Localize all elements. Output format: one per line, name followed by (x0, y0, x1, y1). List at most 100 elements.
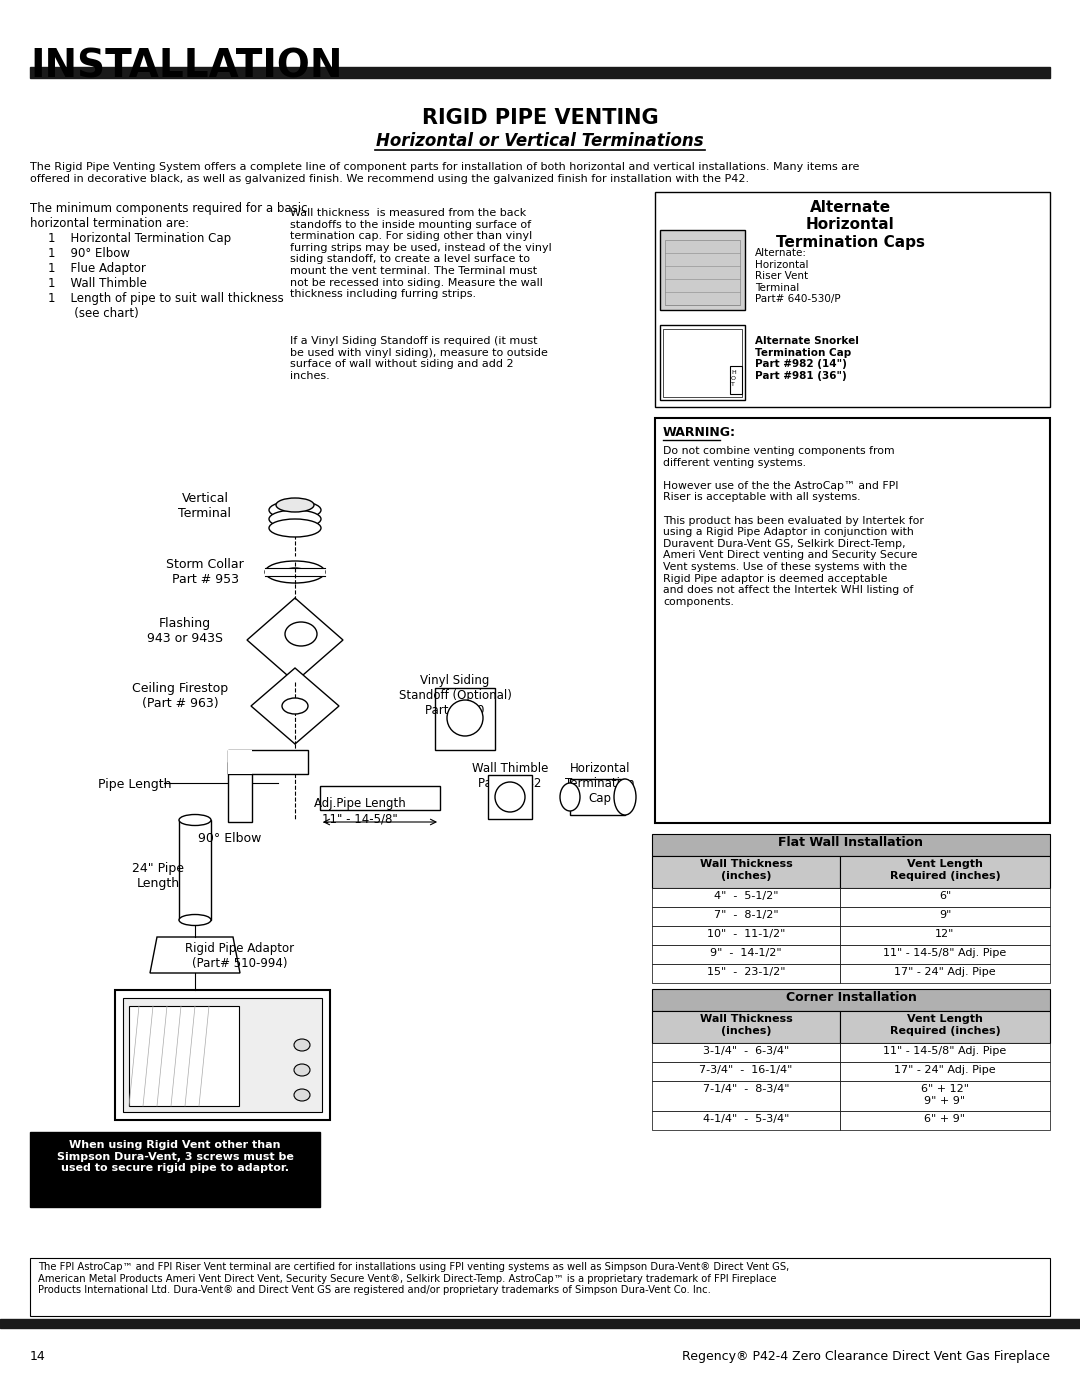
Text: 6" + 12"
9" + 9": 6" + 12" 9" + 9" (921, 1084, 969, 1105)
Bar (660, 326, 745, 400)
Ellipse shape (276, 497, 314, 511)
Text: Horizontal
Termination
Cap: Horizontal Termination Cap (565, 761, 635, 805)
Text: 3-1/4"  -  6-3/4": 3-1/4" - 6-3/4" (703, 1046, 789, 1056)
Text: 9"  -  14-1/2": 9" - 14-1/2" (711, 949, 782, 958)
Text: Vertical
Terminal: Vertical Terminal (178, 492, 231, 520)
Bar (652, 1011, 840, 1044)
Bar (265, 569, 325, 576)
Text: 1    Wall Thimble: 1 Wall Thimble (48, 277, 147, 291)
Text: 7-3/4"  -  16-1/4": 7-3/4" - 16-1/4" (700, 1065, 793, 1076)
Ellipse shape (179, 915, 211, 925)
Ellipse shape (282, 698, 308, 714)
Text: 15"  -  23-1/2": 15" - 23-1/2" (706, 967, 785, 977)
Bar (840, 944, 1050, 964)
Bar (179, 820, 211, 921)
Bar (840, 888, 1050, 907)
Bar (663, 330, 742, 397)
Text: Pipe Length: Pipe Length (98, 778, 172, 791)
Ellipse shape (447, 700, 483, 736)
Polygon shape (150, 937, 240, 972)
Text: 4"  -  5-1/2": 4" - 5-1/2" (714, 891, 779, 901)
Bar (652, 1044, 840, 1062)
Text: 11" - 14-5/8" Adj. Pipe: 11" - 14-5/8" Adj. Pipe (883, 949, 1007, 958)
Text: Wall Thickness
(inches): Wall Thickness (inches) (700, 859, 793, 880)
Text: 90° Elbow: 90° Elbow (199, 833, 261, 845)
Bar (840, 1062, 1050, 1081)
Bar (652, 1111, 840, 1130)
Text: 1    Flue Adaptor: 1 Flue Adaptor (48, 263, 146, 275)
Text: 7-1/4"  -  8-3/4": 7-1/4" - 8-3/4" (703, 1084, 789, 1094)
Bar (488, 775, 532, 819)
Text: Storm Collar
Part # 953: Storm Collar Part # 953 (166, 557, 244, 585)
Bar (840, 1081, 1050, 1111)
Text: WARNING:: WARNING: (663, 426, 735, 439)
Bar (30, 1259, 1050, 1316)
Text: The FPI AstroCap™ and FPI Riser Vent terminal are certified for installations us: The FPI AstroCap™ and FPI Riser Vent ter… (38, 1261, 789, 1295)
Text: Flat Wall Installation: Flat Wall Installation (779, 835, 923, 849)
Text: Alternate
Horizontal
Termination Caps: Alternate Horizontal Termination Caps (775, 200, 924, 250)
Bar (320, 787, 440, 810)
Ellipse shape (285, 622, 318, 645)
Bar (660, 231, 745, 310)
Ellipse shape (294, 1039, 310, 1051)
Bar (652, 964, 840, 983)
Bar (123, 997, 322, 1112)
Text: Flashing
943 or 943S: Flashing 943 or 943S (147, 617, 222, 645)
Text: Adj.Pipe Length
11" - 14-5/8": Adj.Pipe Length 11" - 14-5/8" (314, 798, 406, 826)
Text: Wall Thickness
(inches): Wall Thickness (inches) (700, 1014, 793, 1035)
Text: 17" - 24" Adj. Pipe: 17" - 24" Adj. Pipe (894, 1065, 996, 1076)
Ellipse shape (269, 510, 321, 528)
Text: The Rigid Pipe Venting System offers a complete line of component parts for inst: The Rigid Pipe Venting System offers a c… (30, 162, 860, 183)
Ellipse shape (294, 1065, 310, 1076)
Text: 12": 12" (935, 929, 955, 939)
Text: 24" Pipe
Length: 24" Pipe Length (132, 862, 184, 890)
Ellipse shape (561, 782, 580, 812)
Text: Vent Length
Required (inches): Vent Length Required (inches) (890, 1014, 1000, 1035)
Bar (840, 907, 1050, 926)
Ellipse shape (269, 520, 321, 536)
Text: When using Rigid Vent other than
Simpson Dura-Vent, 3 screws must be
used to sec: When using Rigid Vent other than Simpson… (56, 1140, 294, 1173)
Bar (654, 191, 1050, 407)
Polygon shape (247, 598, 343, 682)
Text: Regency® P42-4 Zero Clearance Direct Vent Gas Fireplace: Regency® P42-4 Zero Clearance Direct Ven… (681, 1350, 1050, 1363)
Bar (654, 418, 1050, 823)
Text: Corner Installation: Corner Installation (785, 990, 917, 1004)
Text: Alternate:
Horizontal
Riser Vent
Terminal
Part# 640-530/P: Alternate: Horizontal Riser Vent Termina… (755, 249, 840, 305)
Bar (840, 856, 1050, 888)
Ellipse shape (179, 814, 211, 826)
Text: 6": 6" (939, 891, 951, 901)
Bar (665, 240, 740, 305)
Text: (see chart): (see chart) (48, 307, 138, 320)
Text: The minimum components required for a basic
horizontal termination are:: The minimum components required for a ba… (30, 203, 308, 231)
Bar (840, 926, 1050, 944)
Text: H
O
T: H O T (731, 370, 735, 387)
Text: 17" - 24" Adj. Pipe: 17" - 24" Adj. Pipe (894, 967, 996, 977)
Text: Vinyl Siding
Standoff (Optional)
Part #950: Vinyl Siding Standoff (Optional) Part #9… (399, 673, 512, 717)
Bar (652, 856, 840, 888)
Ellipse shape (294, 1090, 310, 1101)
Text: Wall Thimble
Part # 942: Wall Thimble Part # 942 (472, 761, 549, 789)
Text: 1    Length of pipe to suit wall thickness: 1 Length of pipe to suit wall thickness (48, 292, 284, 305)
Text: 11" - 14-5/8" Adj. Pipe: 11" - 14-5/8" Adj. Pipe (883, 1046, 1007, 1056)
Bar (652, 989, 1050, 1011)
Text: 9": 9" (939, 909, 951, 921)
Bar (652, 907, 840, 926)
Text: Rigid Pipe Adaptor
(Part# 510-994): Rigid Pipe Adaptor (Part# 510-994) (186, 942, 295, 970)
Text: RIGID PIPE VENTING: RIGID PIPE VENTING (421, 108, 659, 129)
Ellipse shape (265, 562, 325, 583)
Bar (30, 1132, 320, 1207)
Text: INSTALLATION: INSTALLATION (30, 47, 342, 87)
Text: Ceiling Firestop
(Part # 963): Ceiling Firestop (Part # 963) (132, 682, 228, 710)
Bar (435, 687, 495, 750)
Text: 1    Horizontal Termination Cap: 1 Horizontal Termination Cap (48, 232, 231, 244)
Text: 1    90° Elbow: 1 90° Elbow (48, 247, 130, 260)
Bar (129, 1006, 239, 1106)
Bar (228, 761, 252, 821)
Text: Vent Length
Required (inches): Vent Length Required (inches) (890, 859, 1000, 880)
Bar (114, 990, 330, 1120)
Text: Alternate Snorkel
Termination Cap
Part #982 (14")
Part #981 (36"): Alternate Snorkel Termination Cap Part #… (755, 337, 859, 381)
Bar (652, 834, 1050, 856)
Bar (228, 750, 308, 774)
Ellipse shape (495, 782, 525, 812)
Text: 4-1/4"  -  5-3/4": 4-1/4" - 5-3/4" (703, 1113, 789, 1125)
